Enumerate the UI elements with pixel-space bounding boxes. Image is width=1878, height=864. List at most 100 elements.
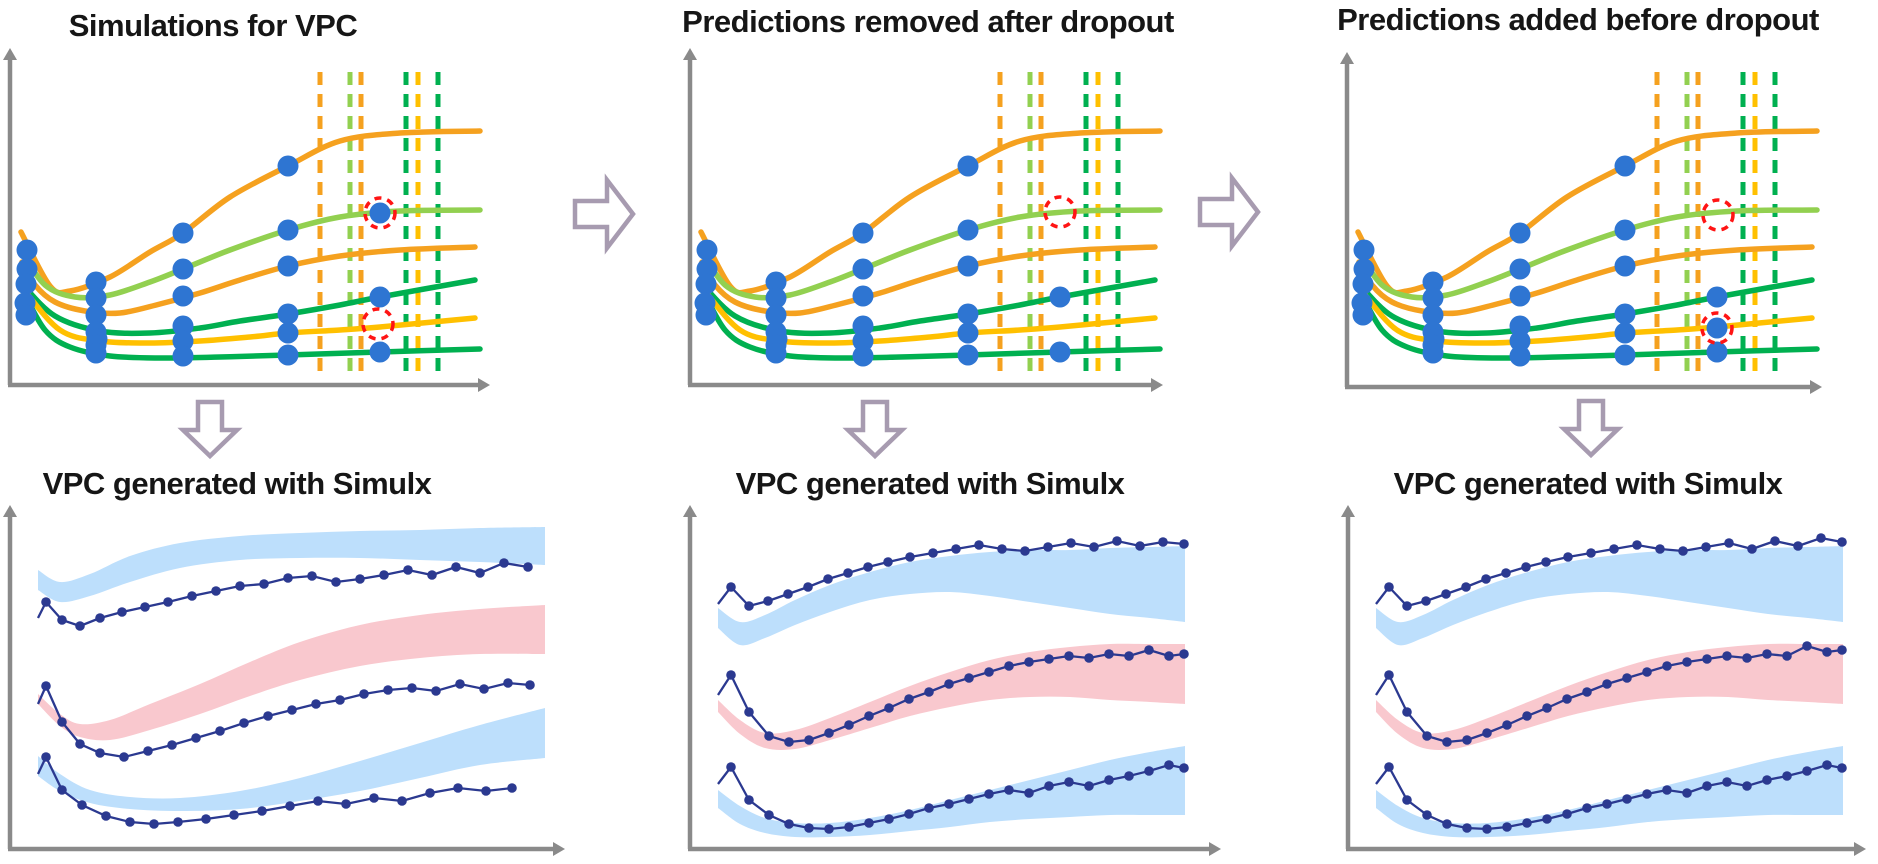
- percentile-point: [1682, 788, 1692, 798]
- percentile-point: [1802, 641, 1812, 651]
- simulation-point: [1422, 287, 1444, 309]
- percentile-point: [1501, 568, 1511, 578]
- percentile-point: [425, 788, 435, 798]
- percentile-point: [57, 785, 67, 795]
- percentile-point: [499, 558, 509, 568]
- y-axis-arrowhead-icon: [1340, 52, 1354, 64]
- percentile-point: [997, 544, 1007, 554]
- simulation-point: [277, 155, 299, 177]
- percentile-point: [1164, 651, 1174, 661]
- simulation-point: [1422, 342, 1444, 364]
- simulation-point: [1706, 341, 1728, 363]
- percentile-point: [331, 577, 341, 587]
- y-axis-arrowhead-icon: [3, 505, 17, 517]
- title-predictions-added-before-dropout: Predictions added before dropout: [1337, 2, 1819, 37]
- percentile-point: [1702, 654, 1712, 664]
- percentile-point: [1602, 799, 1612, 809]
- simulation-point: [277, 344, 299, 366]
- percentile-point: [1481, 574, 1491, 584]
- percentile-point: [1462, 735, 1472, 745]
- percentile-point: [764, 731, 774, 741]
- percentile-point: [1441, 589, 1451, 599]
- simulation-point: [369, 341, 391, 363]
- simulation-point: [1422, 304, 1444, 326]
- yellow-curve: [1358, 287, 1815, 346]
- percentile-point: [763, 596, 773, 606]
- percentile-point: [1632, 540, 1642, 550]
- prediction-interval-band: [1376, 643, 1843, 750]
- percentile-point: [784, 737, 794, 747]
- simulation-point: [172, 258, 194, 280]
- percentile-point: [1701, 542, 1711, 552]
- prediction-interval-band: [1376, 546, 1843, 646]
- percentile-point: [1421, 596, 1431, 606]
- simulation-point: [765, 271, 787, 293]
- percentile-point: [101, 811, 111, 821]
- highlight-circle-empty: [1043, 195, 1077, 229]
- percentile-point: [369, 793, 379, 803]
- percentile-point: [1816, 533, 1826, 543]
- percentile-point: [1135, 541, 1145, 551]
- percentile-point: [1112, 536, 1122, 546]
- percentile-point: [1521, 562, 1531, 572]
- percentile-point: [1642, 667, 1652, 677]
- percentile-point: [287, 705, 297, 715]
- percentile-point: [1793, 541, 1803, 551]
- top-plot-simulations-for-vpc: [3, 48, 490, 392]
- x-axis-arrowhead-icon: [1151, 378, 1163, 392]
- percentile-point: [884, 814, 894, 824]
- percentile-point: [1089, 542, 1099, 552]
- percentile-point: [173, 817, 183, 827]
- percentile-point: [1020, 546, 1030, 556]
- percentile-point: [525, 680, 535, 690]
- flow-arrow-right-icon: [1197, 171, 1261, 253]
- percentile-point: [904, 694, 914, 704]
- percentile-point: [1043, 542, 1053, 552]
- percentile-point: [1024, 657, 1034, 667]
- percentile-point: [229, 810, 239, 820]
- percentile-point: [1004, 785, 1014, 795]
- simulation-point: [277, 303, 299, 325]
- prediction-interval-band: [718, 746, 1185, 838]
- simulation-point: [172, 315, 194, 337]
- vpc-plot-vpc-simulx-right: [1341, 505, 1866, 856]
- simulation-point: [957, 303, 979, 325]
- percentile-point: [1462, 823, 1472, 833]
- percentile-point: [1742, 653, 1752, 663]
- simulation-point: [1614, 322, 1636, 344]
- y-axis-arrowhead-icon: [3, 48, 17, 60]
- percentile-point: [431, 686, 441, 696]
- percentile-point: [407, 683, 417, 693]
- percentile-point: [984, 667, 994, 677]
- x-axis-arrowhead-icon: [1209, 842, 1221, 856]
- simulation-point: [957, 344, 979, 366]
- percentile-point: [1822, 647, 1832, 657]
- title-predictions-removed-after-dropout: Predictions removed after dropout: [682, 4, 1174, 39]
- percentile-point: [1461, 582, 1471, 592]
- simulation-point: [16, 239, 38, 261]
- percentile-point: [57, 717, 67, 727]
- percentile-point: [403, 565, 413, 575]
- percentile-point: [481, 786, 491, 796]
- percentile-point: [149, 819, 159, 829]
- percentile-point: [167, 740, 177, 750]
- highlight-circle-filled: [363, 196, 397, 230]
- simulation-point: [765, 304, 787, 326]
- percentile-point: [263, 711, 273, 721]
- simulation-point: [277, 322, 299, 344]
- prediction-interval-band: [38, 708, 545, 811]
- percentile-point: [1064, 651, 1074, 661]
- percentile-point: [1004, 661, 1014, 671]
- percentile-point: [1044, 654, 1054, 664]
- vpc-plot-vpc-simulx-left: [3, 505, 565, 856]
- simulation-point: [695, 304, 717, 326]
- percentile-point: [125, 817, 135, 827]
- percentile-point: [355, 574, 365, 584]
- simulation-point: [852, 222, 874, 244]
- percentile-point: [1802, 766, 1812, 776]
- simulation-point: [1509, 345, 1531, 367]
- percentile-point: [455, 679, 465, 689]
- simulation-point: [1352, 273, 1374, 295]
- highlight-circle-empty: [1701, 198, 1735, 232]
